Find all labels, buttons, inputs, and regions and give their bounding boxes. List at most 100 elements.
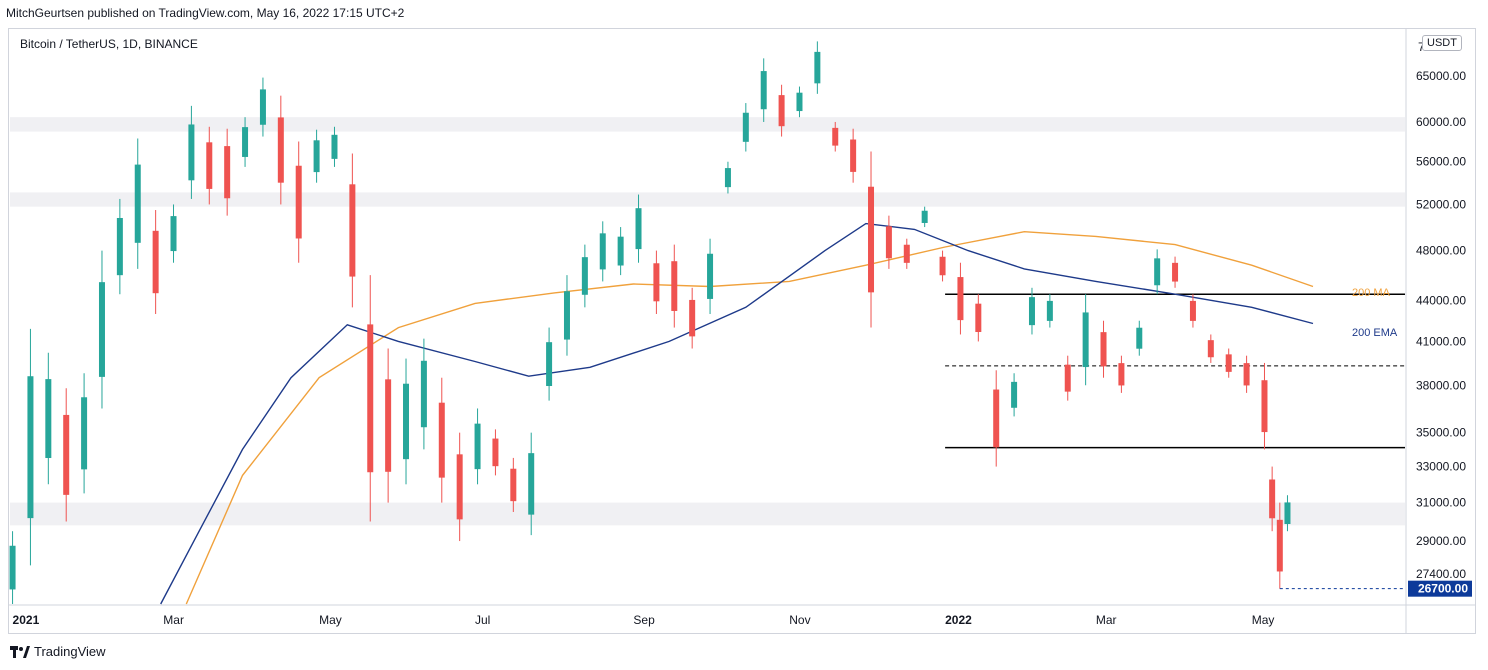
candle-body-47 — [850, 139, 857, 172]
y-tick-label-2: 31000.00 — [1416, 496, 1466, 510]
candle-body-37 — [671, 261, 678, 311]
indicator-200-ma — [185, 230, 1314, 605]
candle-body-54 — [975, 303, 982, 333]
y-tick-label-1: 29000.00 — [1416, 534, 1466, 548]
candle-body-14 — [259, 89, 266, 125]
ma-200-label: 200 MA — [1352, 287, 1391, 299]
candle-body-51 — [921, 210, 928, 223]
candle-body-33 — [599, 233, 606, 270]
candle-body-62 — [1118, 363, 1125, 386]
candle-body-30 — [546, 342, 553, 387]
candle-body-15 — [277, 117, 284, 183]
candles — [9, 41, 1291, 604]
candle-body-60 — [1082, 312, 1089, 368]
y-tick-label-6: 41000.00 — [1416, 334, 1466, 348]
y-axis: 27400.00 29000.00 31000.00 33000.00 35000.00… — [1416, 40, 1466, 581]
candle-body-53 — [957, 277, 964, 321]
candle-body-18 — [331, 134, 338, 159]
candle-body-29 — [528, 453, 535, 515]
y-tick-label-11: 60000.00 — [1416, 115, 1466, 129]
candle-body-23 — [420, 360, 427, 428]
candle-body-68 — [1225, 354, 1232, 372]
x-tick-label-2: May — [319, 613, 342, 627]
candle-body-69 — [1243, 363, 1250, 386]
candle-body-71 — [1269, 479, 1276, 519]
footer-brand[interactable]: TradingView — [10, 644, 106, 659]
zone-0 — [10, 117, 1405, 132]
candle-body-7 — [134, 164, 141, 243]
candle-body-12 — [224, 146, 231, 199]
candle-body-45 — [814, 51, 821, 84]
x-tick-label-8: May — [1252, 613, 1275, 627]
horizontal-levels — [945, 293, 1405, 449]
x-tick-label-1: Mar — [163, 613, 184, 627]
candle-body-66 — [1189, 300, 1196, 321]
candle-body-9 — [170, 216, 177, 252]
candle-body-52 — [939, 256, 946, 276]
y-tick-label-12: 65000.00 — [1416, 69, 1466, 83]
y-tick-label-4: 35000.00 — [1416, 426, 1466, 440]
candle-body-49 — [885, 226, 892, 259]
candle-body-6 — [116, 217, 123, 276]
candle-body-21 — [385, 379, 392, 472]
candle-body-0 — [9, 545, 16, 590]
y-tick-label-5: 38000.00 — [1416, 378, 1466, 392]
candle-body-4 — [81, 397, 88, 470]
candle-body-20 — [367, 324, 374, 473]
currency-button[interactable]: USDT — [1422, 35, 1462, 51]
x-tick-label-5: Nov — [789, 613, 810, 627]
candle-body-72 — [1276, 519, 1283, 572]
y-tick-label-0: 27400.00 — [1416, 567, 1466, 581]
candle-body-46 — [832, 127, 839, 146]
candle-body-70 — [1261, 380, 1268, 433]
candle-body-56 — [1011, 381, 1018, 408]
candle-body-22 — [403, 383, 410, 460]
x-tick-label-4: Sep — [633, 613, 655, 627]
x-tick-label-3: Jul — [475, 613, 490, 627]
indicator-lines — [160, 222, 1314, 605]
candle-body-11 — [206, 142, 213, 189]
candle-body-34 — [617, 236, 624, 266]
candle-body-63 — [1136, 327, 1143, 349]
candle-body-5 — [98, 282, 105, 377]
candle-body-40 — [724, 168, 731, 188]
candle-body-50 — [903, 244, 910, 263]
candle-body-35 — [635, 208, 642, 250]
x-tick-label-7: Mar — [1096, 613, 1117, 627]
candle-body-59 — [1064, 364, 1071, 392]
ema-200-label: 200 EMA — [1352, 327, 1398, 339]
y-tick-label-10: 56000.00 — [1416, 155, 1466, 169]
candle-body-3 — [63, 414, 70, 495]
candle-body-26 — [474, 423, 481, 470]
symbol-title: Bitcoin / TetherUS, 1D, BINANCE — [20, 37, 198, 51]
candle-body-43 — [778, 95, 785, 127]
candle-body-28 — [510, 468, 517, 502]
candle-body-55 — [993, 389, 1000, 448]
current-price-box — [1408, 580, 1472, 597]
candle-body-42 — [760, 71, 767, 110]
tradingview-logo-icon — [10, 645, 30, 658]
candle-body-19 — [349, 184, 356, 277]
candle-body-61 — [1100, 332, 1107, 367]
candle-body-58 — [1046, 300, 1053, 321]
brand-label: TradingView — [34, 644, 106, 659]
candle-body-44 — [796, 92, 803, 112]
x-tick-label-6: 2022 — [945, 613, 972, 627]
zone-2 — [10, 502, 1405, 526]
candle-body-8 — [152, 230, 159, 294]
candle-body-57 — [1028, 297, 1035, 326]
indicator-200-ema — [160, 222, 1314, 605]
candle-body-48 — [868, 186, 875, 293]
candle-body-25 — [456, 454, 463, 520]
y-tick-label-3: 33000.00 — [1416, 460, 1466, 474]
candle-body-27 — [492, 438, 499, 467]
support-resistance-zones — [10, 117, 1405, 526]
candle-body-13 — [242, 127, 249, 157]
chart-frame — [8, 28, 1476, 634]
candle-body-73 — [1284, 502, 1291, 525]
candle-body-2 — [45, 379, 52, 459]
candle-body-16 — [295, 165, 302, 239]
candle-body-65 — [1172, 262, 1179, 282]
